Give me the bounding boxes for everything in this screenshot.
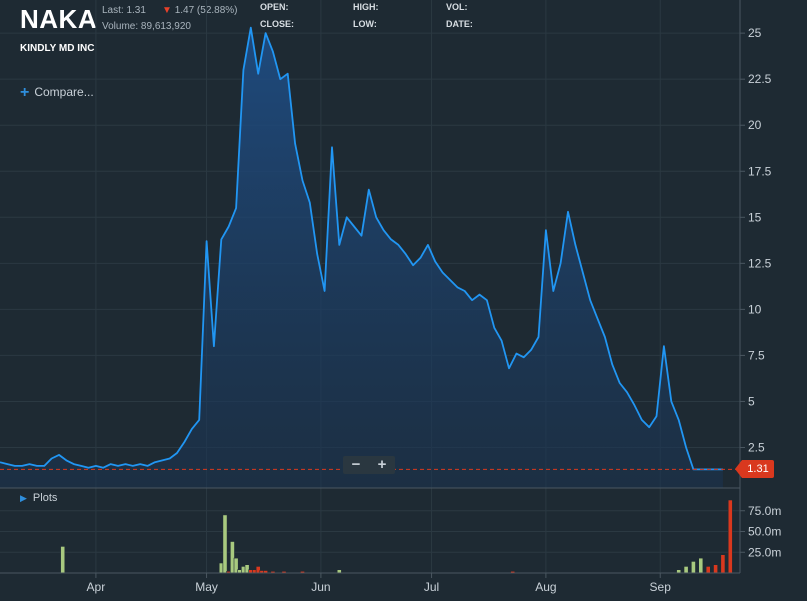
company-name: KINDLY MD INC (20, 43, 95, 54)
volume-readout: Volume: 89,613,920 (102, 21, 191, 32)
arrow-down-icon: ▼ (162, 5, 172, 16)
volume-bar (690, 561, 696, 574)
price-tick-label: 10 (748, 302, 762, 316)
plots-toggle[interactable]: ▶ Plots (20, 492, 57, 504)
price-tick-label: 25 (748, 26, 762, 40)
volume-bar (705, 566, 711, 574)
volume-bar (727, 499, 733, 574)
price-area-fill (0, 27, 723, 488)
volume-tick-label: 25.0m (748, 545, 781, 559)
volume-bar (222, 514, 228, 574)
date-tick-label: Jun (311, 580, 330, 594)
plus-icon: + (20, 84, 30, 101)
low-label: LOW: (353, 19, 377, 29)
date-tick-label: Apr (87, 580, 106, 594)
open-label: OPEN: (260, 2, 289, 12)
price-tick-label: 15 (748, 210, 762, 224)
last-price: Last: 1.31 (102, 5, 146, 16)
volume-tick-label: 75.0m (748, 504, 781, 518)
last-price-tag: 1.31 (735, 460, 774, 479)
price-series-line (0, 26, 723, 471)
date-label: DATE: (446, 19, 473, 29)
plots-label: Plots (32, 492, 58, 504)
volume-bar (720, 554, 726, 574)
volume-bar (683, 566, 689, 574)
price-tick-label: 5 (748, 394, 755, 408)
volume-bar (698, 557, 704, 574)
high-label: HIGH: (353, 2, 379, 12)
volume-bar (60, 546, 66, 574)
date-tick-label: Jul (424, 580, 439, 594)
volume-bar (713, 564, 718, 574)
zoom-out-button[interactable]: − (351, 456, 361, 473)
date-tick-label: Aug (535, 580, 556, 594)
zoom-control: − + (343, 456, 395, 474)
close-label: CLOSE: (260, 19, 295, 29)
compare-label: Compare... (34, 85, 94, 99)
volume-tick-label: 50.0m (748, 525, 781, 539)
triangle-right-icon: ▶ (20, 493, 27, 503)
price-tick-label: 22.5 (748, 72, 772, 86)
date-tick-label: Sep (650, 580, 672, 594)
price-tick-label: 2.5 (748, 440, 765, 454)
zoom-in-button[interactable]: + (377, 456, 387, 473)
date-tick-label: May (195, 580, 218, 594)
price-tick-label: 12.5 (748, 256, 772, 270)
vol-label: VOL: (446, 2, 468, 12)
price-tick-label: 20 (748, 118, 762, 132)
price-tick-label: 17.5 (748, 164, 772, 178)
symbol-title: NAKA (20, 4, 98, 34)
compare-button[interactable]: + Compare... (20, 84, 94, 102)
price-tick-label: 7.5 (748, 348, 765, 362)
